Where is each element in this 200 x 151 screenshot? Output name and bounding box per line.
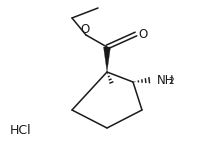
Text: O: O	[80, 23, 89, 36]
Text: HCl: HCl	[10, 124, 31, 137]
Text: NH: NH	[156, 74, 174, 87]
Text: O: O	[137, 27, 147, 40]
Polygon shape	[103, 47, 110, 72]
Text: 2: 2	[168, 77, 173, 86]
